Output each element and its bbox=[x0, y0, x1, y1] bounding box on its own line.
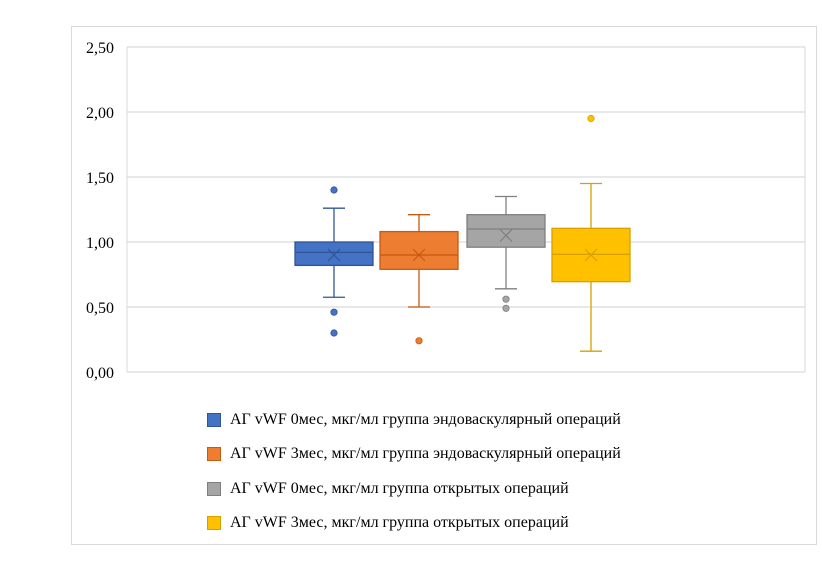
legend-swatch bbox=[207, 481, 221, 496]
box bbox=[466, 214, 546, 248]
mean-marker bbox=[412, 248, 426, 262]
y-tick-label: 1,50 bbox=[86, 170, 114, 187]
chart-frame bbox=[71, 26, 817, 545]
legend-item: АГ vWF 0мес, мкг/мл группа открытых опер… bbox=[207, 472, 621, 506]
outlier-point bbox=[502, 295, 510, 303]
outlier-point bbox=[502, 304, 510, 312]
outlier-point bbox=[330, 186, 338, 194]
legend-label: АГ vWF 3мес, мкг/мл группа эндоваскулярн… bbox=[230, 445, 621, 463]
legend-item: АГ vWF 3мес, мкг/мл группа открытых опер… bbox=[207, 506, 621, 540]
y-tick-label: 0,50 bbox=[86, 300, 114, 317]
outlier-point bbox=[587, 114, 595, 123]
legend-label: АГ vWF 0мес, мкг/мл группа эндоваскулярн… bbox=[230, 411, 621, 429]
y-tick-label: 2,00 bbox=[86, 105, 114, 122]
outlier-point bbox=[330, 308, 338, 316]
mean-marker bbox=[584, 248, 598, 262]
box bbox=[294, 241, 374, 267]
mean-marker bbox=[327, 248, 341, 262]
outlier-point bbox=[415, 337, 423, 345]
legend: АГ vWF 0мес, мкг/мл группа эндоваскулярн… bbox=[207, 403, 621, 540]
y-tick-label: 1,00 bbox=[86, 235, 114, 252]
y-tick-label: 0,00 bbox=[86, 365, 114, 382]
legend-item: АГ vWF 0мес, мкг/мл группа эндоваскулярн… bbox=[207, 403, 621, 437]
legend-swatch bbox=[207, 413, 221, 428]
box bbox=[379, 230, 459, 270]
legend-item: АГ vWF 3мес, мкг/мл группа эндоваскулярн… bbox=[207, 437, 621, 471]
legend-swatch bbox=[207, 447, 221, 462]
legend-label: АГ vWF 0мес, мкг/мл группа открытых опер… bbox=[230, 479, 569, 497]
legend-swatch bbox=[207, 516, 221, 531]
y-tick-label: 2,50 bbox=[86, 40, 114, 57]
outlier-point bbox=[330, 329, 338, 337]
legend-label: АГ vWF 3мес, мкг/мл группа открытых опер… bbox=[230, 514, 569, 532]
mean-marker bbox=[499, 229, 513, 242]
